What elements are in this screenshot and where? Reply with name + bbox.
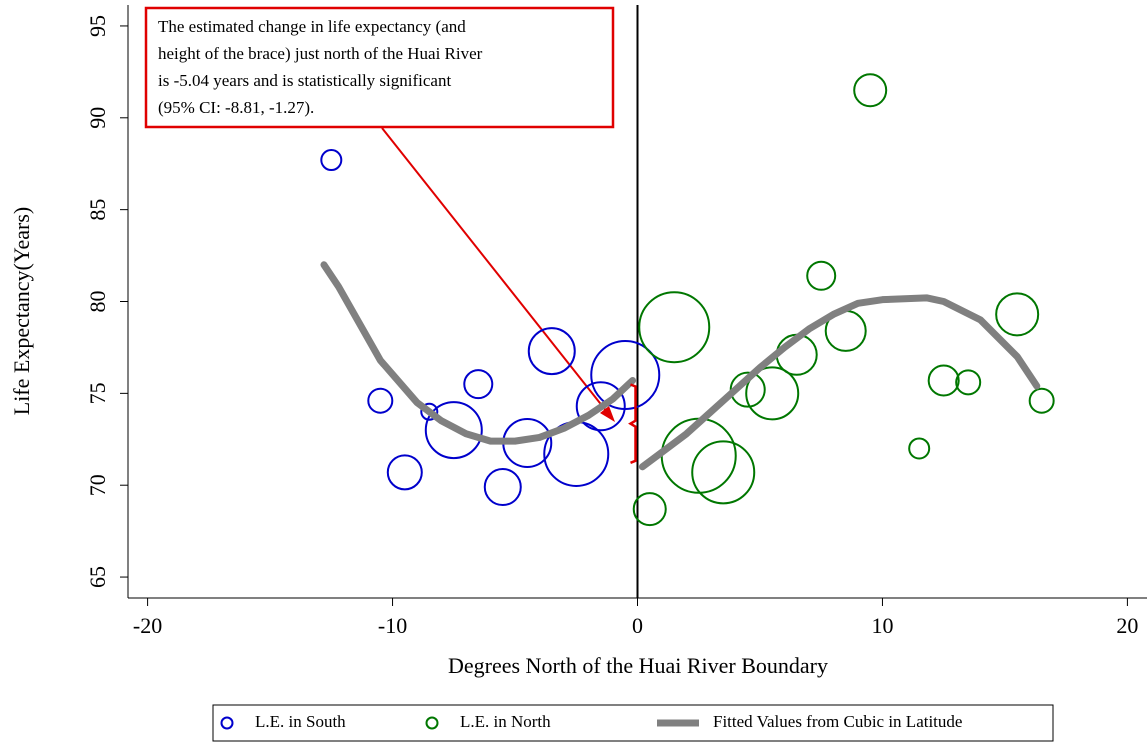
bubble bbox=[995, 292, 1040, 337]
bubble bbox=[638, 291, 711, 364]
x-tick-label: 20 bbox=[1116, 613, 1138, 638]
bubble bbox=[590, 339, 661, 410]
annotation-arrowhead bbox=[600, 406, 615, 422]
x-tick-label: 0 bbox=[632, 613, 643, 638]
bubble bbox=[632, 492, 667, 527]
legend bbox=[212, 704, 1054, 742]
bubble bbox=[527, 327, 576, 376]
bubble bbox=[1028, 387, 1055, 414]
bubble bbox=[575, 381, 626, 432]
x-tick-label: -20 bbox=[133, 613, 162, 638]
annotation-text: The estimated change in life expectancy … bbox=[158, 17, 466, 36]
bubble bbox=[908, 437, 931, 460]
y-tick-label: 85 bbox=[85, 199, 110, 221]
bubble bbox=[420, 402, 439, 421]
bubble bbox=[386, 454, 423, 491]
bubble bbox=[691, 440, 756, 505]
legend-label: Fitted Values from Cubic in Latitude bbox=[713, 712, 962, 731]
legend-label: L.E. in South bbox=[255, 712, 346, 731]
x-tick-label: 10 bbox=[871, 613, 893, 638]
y-tick-label: 80 bbox=[85, 291, 110, 313]
bubble bbox=[806, 260, 837, 291]
bubble bbox=[927, 364, 960, 397]
y-axis-label: Life Expectancy(Years) bbox=[9, 207, 34, 416]
bubble bbox=[320, 149, 343, 172]
legend-label: L.E. in North bbox=[460, 712, 551, 731]
y-tick-label: 90 bbox=[85, 107, 110, 129]
annotation-box bbox=[144, 6, 615, 129]
y-tick-label: 70 bbox=[85, 474, 110, 496]
bubble bbox=[483, 468, 522, 507]
bubble bbox=[463, 369, 494, 400]
annotation-text: is -5.04 years and is statistically sign… bbox=[158, 71, 451, 90]
y-tick-label: 95 bbox=[85, 15, 110, 37]
annotation-text: height of the brace) just north of the H… bbox=[158, 44, 483, 63]
brace bbox=[628, 383, 637, 464]
bubble bbox=[367, 387, 394, 414]
y-tick-label: 75 bbox=[85, 382, 110, 404]
legend-swatch bbox=[220, 716, 234, 730]
bubble bbox=[745, 366, 800, 421]
bubble bbox=[853, 73, 888, 108]
y-tick-label: 65 bbox=[85, 566, 110, 588]
bubble bbox=[424, 401, 483, 460]
annotation-arrow bbox=[381, 127, 612, 418]
annotation-text: (95% CI: -8.81, -1.27). bbox=[158, 98, 314, 117]
bubble bbox=[660, 417, 737, 494]
x-tick-label: -10 bbox=[378, 613, 407, 638]
fitted-line bbox=[320, 261, 1041, 471]
bubble bbox=[955, 369, 982, 396]
x-axis-label: Degrees North of the Huai River Boundary bbox=[448, 653, 828, 678]
legend-swatch bbox=[425, 716, 439, 730]
